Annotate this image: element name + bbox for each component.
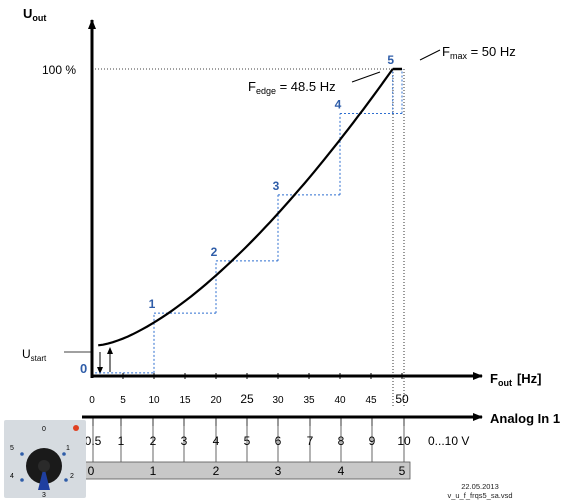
step-bar: [83, 461, 411, 480]
vf-curve: [98, 67, 402, 347]
knob-label-0: 0: [42, 426, 46, 433]
step-bar-label: 2: [213, 464, 220, 478]
freq-tick-label: 40: [334, 395, 346, 406]
freq-tick-label: 35: [303, 395, 315, 406]
led-icon: [73, 425, 79, 431]
knob-pointer-icon: [38, 466, 50, 490]
fmax-leader: [419, 49, 441, 61]
freq-tick-label: 10: [148, 395, 160, 406]
step-bar-label: 5: [399, 464, 406, 478]
stamp-file: v_u_f_frqs5_sa.vsd: [447, 491, 513, 500]
y-100-label: 100 %: [42, 63, 76, 77]
knob-label-5: 5: [10, 445, 14, 452]
vf-curve-line: [98, 68, 394, 347]
step-bar-labels: 0 1 2 3 4 5: [88, 464, 406, 478]
step-point-label: 5: [387, 53, 394, 67]
step-bar-label: 4: [338, 464, 345, 478]
step-point-label: 3: [273, 179, 280, 193]
freq-tick-label: 15: [179, 395, 191, 406]
x-axis-label: Fout [Hz]: [490, 371, 542, 388]
y-axis-label: Uout: [23, 6, 46, 23]
freq-tick-label: 25: [240, 392, 254, 406]
ustart-label: Ustart: [22, 347, 47, 363]
step-point-label: 2: [211, 245, 218, 259]
step-point-label: 1: [149, 297, 156, 311]
freq-tick-label: 30: [272, 395, 284, 406]
fedge-annotation: Fedge = 48.5 Hz: [248, 79, 336, 96]
analog-axis-label: Analog In 1: [490, 411, 560, 426]
fedge-leader: [351, 71, 381, 83]
step-point-labels: 1 2 3 4 5: [149, 53, 395, 311]
volt-tick-label: 0...10 V: [428, 434, 469, 448]
step-point-label: 4: [335, 98, 342, 112]
origin-label: 0: [80, 361, 87, 376]
step-bar-label: 3: [275, 464, 282, 478]
knob-label-4: 4: [10, 473, 14, 480]
freq-tick-label: 5: [120, 395, 126, 406]
frequency-ticks: 0 5 10 15 20 25 30 35 40 45 50: [89, 373, 409, 406]
file-stamp: 22.05.2013 v_u_f_frqs5_sa.vsd: [420, 482, 540, 500]
knob-label-3: 3: [42, 492, 46, 498]
knob-label-2: 2: [70, 473, 74, 480]
step-bar-label: 0: [88, 464, 95, 478]
freq-tick-label: 50: [395, 392, 409, 406]
step-levels: [95, 69, 403, 374]
knob-label-1: 1: [66, 445, 70, 452]
freq-tick-label: 45: [365, 395, 377, 406]
stamp-date: 22.05.2013: [461, 482, 499, 491]
step-selector-knob[interactable]: 0 1 2 3 4 5: [4, 420, 86, 499]
step-bar-label: 1: [150, 464, 157, 478]
voltage-ticks: 0.5 1 2 3 4 5 6 7 8 9 10 0...10 V: [85, 417, 469, 462]
freq-tick-label: 20: [210, 395, 222, 406]
freq-tick-label: 0: [89, 395, 95, 406]
fmax-annotation: Fmax = 50 Hz: [442, 44, 516, 61]
